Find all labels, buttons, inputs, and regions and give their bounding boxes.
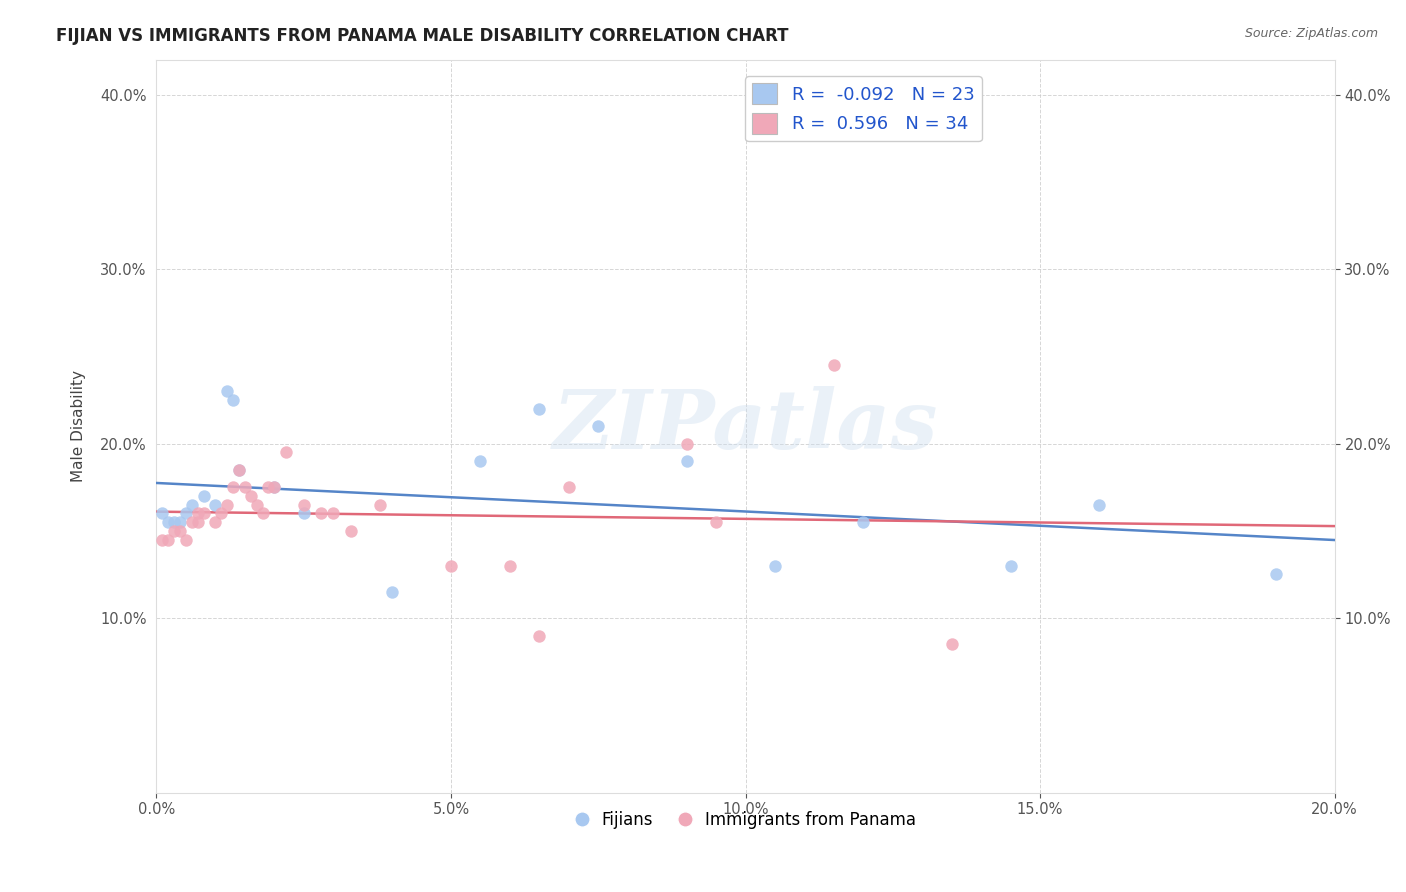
Point <box>322 507 344 521</box>
Point <box>157 533 180 547</box>
Point <box>204 515 226 529</box>
Point <box>763 558 786 573</box>
Point <box>263 480 285 494</box>
Point <box>1088 498 1111 512</box>
Point <box>222 392 245 407</box>
Point <box>217 498 239 512</box>
Point <box>381 585 404 599</box>
Point <box>529 629 551 643</box>
Text: ZIPatlas: ZIPatlas <box>553 386 938 467</box>
Point <box>274 445 297 459</box>
Point <box>157 515 180 529</box>
Point <box>499 558 522 573</box>
Point <box>174 507 197 521</box>
Point <box>187 507 209 521</box>
Point <box>558 480 581 494</box>
Point <box>263 480 285 494</box>
Point <box>174 533 197 547</box>
Point <box>193 507 215 521</box>
Point <box>470 454 492 468</box>
Point <box>257 480 280 494</box>
Point <box>588 419 610 434</box>
Point <box>228 463 250 477</box>
Point <box>209 507 232 521</box>
Point <box>252 507 274 521</box>
Point <box>180 498 202 512</box>
Point <box>180 515 202 529</box>
Point <box>529 401 551 416</box>
Point <box>292 498 315 512</box>
Point <box>340 524 363 538</box>
Point <box>169 524 191 538</box>
Point <box>222 480 245 494</box>
Point <box>370 498 392 512</box>
Point <box>163 515 186 529</box>
Point <box>204 498 226 512</box>
Point <box>311 507 333 521</box>
Point <box>246 498 269 512</box>
Point <box>675 454 697 468</box>
Point <box>163 524 186 538</box>
Y-axis label: Male Disability: Male Disability <box>72 370 86 483</box>
Point <box>440 558 463 573</box>
Point <box>852 515 875 529</box>
Point <box>193 489 215 503</box>
Point <box>150 507 173 521</box>
Point <box>239 489 262 503</box>
Point <box>169 515 191 529</box>
Point <box>704 515 727 529</box>
Point <box>1000 558 1022 573</box>
Point <box>675 436 697 450</box>
Text: Source: ZipAtlas.com: Source: ZipAtlas.com <box>1244 27 1378 40</box>
Point <box>150 533 173 547</box>
Point <box>292 507 315 521</box>
Point <box>217 384 239 399</box>
Point <box>187 515 209 529</box>
Point <box>228 463 250 477</box>
Point <box>1264 567 1286 582</box>
Point <box>233 480 256 494</box>
Point <box>941 637 963 651</box>
Text: FIJIAN VS IMMIGRANTS FROM PANAMA MALE DISABILITY CORRELATION CHART: FIJIAN VS IMMIGRANTS FROM PANAMA MALE DI… <box>56 27 789 45</box>
Legend: Fijians, Immigrants from Panama: Fijians, Immigrants from Panama <box>568 805 922 836</box>
Point <box>823 358 845 372</box>
